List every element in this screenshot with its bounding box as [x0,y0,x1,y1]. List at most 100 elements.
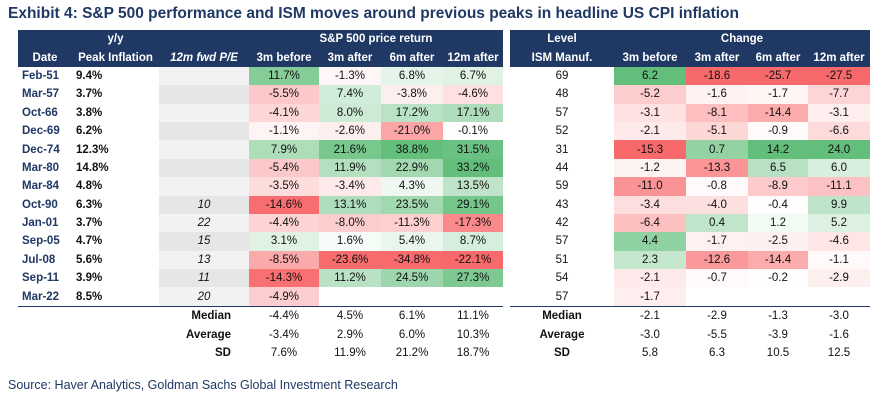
stat-sp-cell: 10.3% [456,328,490,341]
source-note: Source: Haver Analytics, Goldman Sachs G… [8,378,398,392]
sp-return-cell: 22.9% [381,158,443,178]
ism-change-cell [686,287,748,307]
table-row: 43 -3.4 -4.0 -0.4 9.9 [510,195,870,214]
row-date: Sep-11 [22,272,60,285]
sp-return-cell: -1.3% [319,66,381,86]
stat-sp-cell: 6.1% [398,310,426,323]
sp-return-cell: -4.6% [443,85,503,104]
table-row: Mar-84 4.8% -3.5% -3.4% 4.3% 13.5% [18,177,503,196]
sp-return-cell [381,287,443,307]
row-ism-level: 57 [510,287,614,307]
table-row: 59 -11.0 -0.8 -8.9 -11.1 [510,177,870,196]
sp-return-cell: -5.5% [249,85,319,104]
col-header-ism-3m-after: 3m after [686,48,748,67]
ism-change-cell: 9.9 [808,195,870,214]
ism-change-cell: -13.3 [686,158,748,178]
sp-return-cell: 31.5% [443,140,503,159]
stat-sp-cell: 6.0% [398,328,426,341]
row-pe: 15 [159,232,249,251]
sp-return-cell: 7.9% [249,140,319,159]
sp-return-cell: 27.3% [443,269,503,288]
ism-change-cell: 24.0 [808,140,870,159]
stat-chg-cell: -3.9 [768,328,788,341]
sp-return-cell: 24.5% [381,269,443,288]
ism-change-cell: -27.5 [808,66,870,86]
table-row: Jan-01 3.7% 22 -4.4% -8.0% -11.3% -17.3% [18,213,503,233]
ism-change-cell: 2.3 [614,250,686,270]
stat-row: Average -3.4% 2.9% 6.0% 10.3% [18,325,503,344]
row-date: Mar-22 [18,287,72,307]
ism-change-cell: 1.2 [748,213,808,233]
sp-return-cell: 3.1% [249,232,319,251]
ism-change-cell: -3.1 [808,103,870,122]
sp-return-cell: -3.5% [249,177,319,196]
row-peak-inflation: 12.3% [76,143,109,156]
stat-row: SD 7.6% 11.9% 21.2% 18.7% [18,344,503,363]
ism-change-cell: 6.5 [748,158,808,178]
table-row: 44 -1.2 -13.3 6.5 6.0 [510,158,870,178]
row-peak-inflation: 3.9% [76,272,103,285]
sp-return-cell: 7.4% [319,85,381,104]
yy-header: y/y [72,30,159,49]
ism-change-cell: -1.2 [614,158,686,178]
row-pe [159,66,249,86]
stat-sp-cell: 7.6% [270,347,298,360]
sp-return-cell: -0.1% [443,121,503,141]
col-header-ism: ISM Manuf. [510,48,614,67]
sp-return-cell: 1.6% [319,232,381,251]
row-ism-level: 54 [555,272,569,285]
row-date: Jul-08 [22,253,56,266]
ism-change-cell [748,287,808,307]
sp-return-cell: -4.9% [249,287,319,307]
row-date: Dec-74 [22,143,60,156]
table-row: Sep-11 3.9% 11 -14.3% 11.2% 24.5% 27.3% [18,269,503,288]
row-peak-inflation: 6.3% [76,198,103,211]
table-row: 51 2.3 -12.6 -14.4 -1.1 [510,250,870,270]
row-ism-level: 42 [555,217,569,230]
table-row: 48 -5.2 -1.6 -1.7 -7.7 [510,85,870,104]
sp-return-cell: 11.7% [249,66,319,86]
sp-return-cell: -34.8% [381,250,443,270]
sp-return-cell: -14.3% [249,269,319,288]
row-date: Mar-84 [22,180,60,193]
table-row: Jul-08 5.6% 13 -8.5% -23.6% -34.8% -22.1% [18,250,503,270]
sp-return-cell: -5.4% [249,158,319,178]
sp-return-cell: 13.5% [443,177,503,196]
col-header-12m-after: 12m after [443,48,503,67]
sp-return-cell: 8.7% [443,232,503,251]
stat-sp-cell: -4.4% [268,310,300,323]
ism-change-cell [808,287,870,307]
row-ism-level: 57 [555,235,569,248]
sp-return-cell: -1.1% [249,121,319,141]
stat-label: Median [191,310,231,323]
row-pe [159,121,249,141]
ism-change-cell: -12.6 [686,250,748,270]
row-peak-inflation: 3.8% [76,106,103,119]
row-pe [159,103,249,122]
row-pe: 22 [159,213,249,233]
ism-change-cell: -6.6 [808,121,870,141]
sp-return-cell: -11.3% [381,213,443,233]
sp-return-cell: 6.8% [381,66,443,86]
ism-change-cell: -1.7 [748,85,808,104]
col-header-3m-before: 3m before [249,48,319,67]
table-row: Oct-90 6.3% 10 -14.6% 13.1% 23.5% 29.1% [18,195,503,214]
ism-change-cell: 4.4 [614,232,686,251]
ism-change-cell: -2.1 [614,269,686,288]
sp500-header-row-2: Date Peak Inflation 12m fwd P/E 3m befor… [18,48,503,67]
sp-return-cell: -14.6% [249,195,319,214]
table-row: 57 -3.1 -8.1 -14.4 -3.1 [510,103,870,122]
sp-return-cell: 23.5% [381,195,443,214]
ism-change-cell: -1.7 [614,287,686,307]
sp-return-cell: -8.5% [249,250,319,270]
sp-return-cell: 29.1% [443,195,503,214]
stat-chg-cell: -2.9 [707,310,727,323]
col-header-date: Date [18,48,72,67]
ism-change-cell: -1.1 [808,250,870,270]
col-header-peak: Peak Inflation [72,48,159,67]
ism-change-cell: -5.1 [686,121,748,141]
table-row: 42 -6.4 0.4 1.2 5.2 [510,213,870,233]
ism-change-cell: -11.1 [808,177,870,196]
row-ism-level: 69 [555,69,569,82]
sp-return-cell: -2.6% [319,121,381,141]
